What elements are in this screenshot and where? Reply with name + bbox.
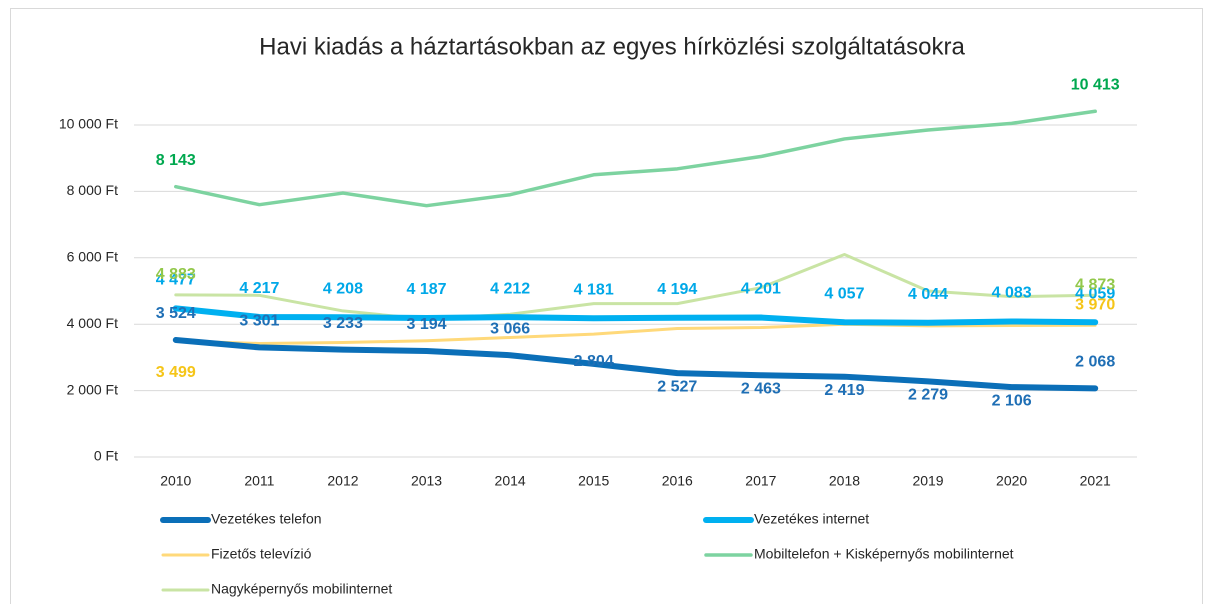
x-tick-label: 2021 (1080, 473, 1111, 489)
chart-title: Havi kiadás a háztartásokban az egyes hí… (259, 33, 965, 60)
data-label: 4 194 (657, 281, 697, 298)
legend-label: Nagyképernyős mobilinternet (211, 581, 392, 597)
series-line (174, 322, 1097, 345)
data-label: 2 279 (908, 387, 948, 404)
x-tick-label: 2012 (327, 473, 358, 489)
data-label: 4 208 (323, 281, 363, 298)
data-label: 2 106 (992, 392, 1032, 409)
legend-label: Vezetékes internet (754, 511, 869, 527)
legend-label: Fizetős televízió (211, 546, 312, 562)
y-tick-label: 10 000 Ft (59, 116, 118, 132)
series-line (172, 305, 1099, 326)
data-label: 4 477 (156, 272, 196, 289)
data-label: 8 143 (156, 152, 196, 169)
x-tick-label: 2017 (745, 473, 776, 489)
data-label: 3 301 (239, 313, 279, 330)
data-label: 4 044 (908, 286, 948, 303)
x-tick-label: 2020 (996, 473, 1027, 489)
data-label: 4 057 (824, 286, 864, 303)
y-tick-label: 4 000 Ft (67, 315, 118, 331)
data-label: 4 083 (992, 285, 1032, 302)
data-label: 4 212 (490, 280, 530, 297)
y-tick-label: 0 Ft (94, 448, 118, 464)
x-tick-label: 2016 (662, 473, 693, 489)
y-tick-label: 8 000 Ft (67, 182, 118, 198)
x-tick-label: 2015 (578, 473, 609, 489)
data-label: 2 068 (1075, 354, 1115, 371)
data-label: 4 217 (239, 280, 279, 297)
data-label: 4 059 (1075, 285, 1115, 302)
data-label: 2 804 (574, 353, 614, 370)
series-line (174, 109, 1097, 208)
data-label: 2 463 (741, 380, 781, 397)
legend-label: Vezetékes telefon (211, 511, 322, 527)
y-tick-label: 2 000 Ft (67, 381, 118, 397)
data-label: 4 883 (156, 266, 196, 283)
data-label: 2 419 (824, 382, 864, 399)
data-label: 3 499 (156, 364, 196, 381)
y-tick-label: 6 000 Ft (67, 249, 118, 265)
x-tick-label: 2011 (244, 473, 274, 489)
legend-label: Mobiltelefon + Kisképernyős mobilinterne… (754, 546, 1014, 562)
x-tick-label: 2019 (912, 473, 943, 489)
data-label: 10 413 (1071, 77, 1120, 94)
data-label: 4 181 (574, 281, 614, 298)
x-tick-label: 2018 (829, 473, 860, 489)
data-label: 3 066 (490, 320, 530, 337)
chart-frame (10, 8, 1203, 604)
data-label: 3 524 (156, 305, 196, 322)
data-label: 3 194 (407, 316, 447, 333)
series-line (174, 252, 1097, 321)
x-tick-label: 2013 (411, 473, 442, 489)
data-label: 3 970 (1075, 296, 1115, 313)
data-label: 4 201 (741, 281, 781, 298)
data-label: 3 233 (323, 315, 363, 332)
data-label: 4 873 (1075, 276, 1115, 293)
series-line (172, 337, 1099, 392)
data-label: 2 527 (657, 378, 697, 395)
x-tick-label: 2014 (495, 473, 526, 489)
data-label: 4 187 (407, 281, 447, 298)
x-tick-label: 2010 (160, 473, 191, 489)
